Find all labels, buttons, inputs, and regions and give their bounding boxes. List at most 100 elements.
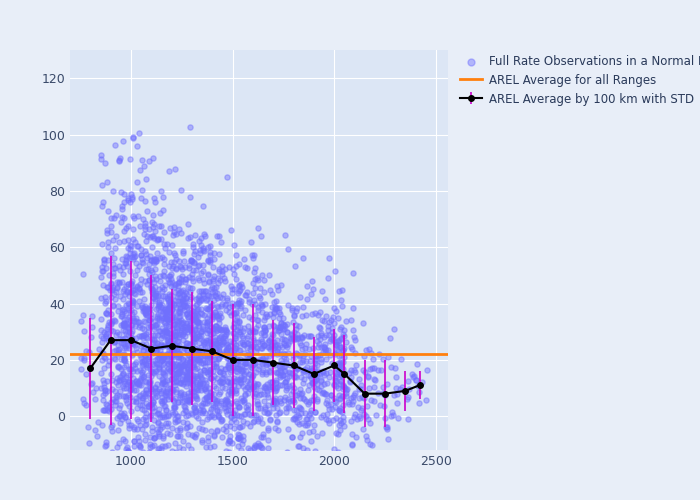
Full Rate Observations in a Normal Point xyxy=(181,396,193,404)
Full Rate Observations in a Normal Point xyxy=(149,297,160,305)
Full Rate Observations in a Normal Point xyxy=(150,257,162,265)
Full Rate Observations in a Normal Point xyxy=(298,368,309,376)
Full Rate Observations in a Normal Point xyxy=(164,262,175,270)
Full Rate Observations in a Normal Point xyxy=(266,338,277,345)
Full Rate Observations in a Normal Point xyxy=(195,354,206,362)
Full Rate Observations in a Normal Point xyxy=(202,370,214,378)
Full Rate Observations in a Normal Point xyxy=(190,401,201,409)
Full Rate Observations in a Normal Point xyxy=(117,382,128,390)
Full Rate Observations in a Normal Point xyxy=(141,420,152,428)
Full Rate Observations in a Normal Point xyxy=(118,370,129,378)
Full Rate Observations in a Normal Point xyxy=(275,368,286,376)
Full Rate Observations in a Normal Point xyxy=(267,378,278,386)
Full Rate Observations in a Normal Point xyxy=(172,308,183,316)
Full Rate Observations in a Normal Point xyxy=(356,406,367,414)
Full Rate Observations in a Normal Point xyxy=(301,362,312,370)
Full Rate Observations in a Normal Point xyxy=(284,334,295,342)
Full Rate Observations in a Normal Point xyxy=(108,260,119,268)
Full Rate Observations in a Normal Point xyxy=(188,364,199,372)
Full Rate Observations in a Normal Point xyxy=(140,311,151,319)
Full Rate Observations in a Normal Point xyxy=(231,316,242,324)
Full Rate Observations in a Normal Point xyxy=(262,401,274,409)
Full Rate Observations in a Normal Point xyxy=(300,365,311,373)
Full Rate Observations in a Normal Point xyxy=(119,342,130,350)
Full Rate Observations in a Normal Point xyxy=(322,326,333,334)
Full Rate Observations in a Normal Point xyxy=(131,178,142,186)
Full Rate Observations in a Normal Point xyxy=(145,256,156,264)
Full Rate Observations in a Normal Point xyxy=(197,322,208,330)
Full Rate Observations in a Normal Point xyxy=(148,440,160,448)
Full Rate Observations in a Normal Point xyxy=(203,336,214,344)
Full Rate Observations in a Normal Point xyxy=(178,344,190,352)
Full Rate Observations in a Normal Point xyxy=(317,411,328,419)
Full Rate Observations in a Normal Point xyxy=(118,356,129,364)
Full Rate Observations in a Normal Point xyxy=(76,365,87,373)
Full Rate Observations in a Normal Point xyxy=(250,410,261,418)
Full Rate Observations in a Normal Point xyxy=(361,464,372,472)
Full Rate Observations in a Normal Point xyxy=(231,400,242,407)
Full Rate Observations in a Normal Point xyxy=(186,330,197,338)
Full Rate Observations in a Normal Point xyxy=(181,319,192,327)
Full Rate Observations in a Normal Point xyxy=(134,376,145,384)
Full Rate Observations in a Normal Point xyxy=(176,364,187,372)
Full Rate Observations in a Normal Point xyxy=(202,399,213,407)
Full Rate Observations in a Normal Point xyxy=(220,278,231,285)
Full Rate Observations in a Normal Point xyxy=(95,332,106,340)
Full Rate Observations in a Normal Point xyxy=(281,358,292,366)
Full Rate Observations in a Normal Point xyxy=(169,394,181,402)
Full Rate Observations in a Normal Point xyxy=(396,355,407,363)
Full Rate Observations in a Normal Point xyxy=(148,338,159,346)
Full Rate Observations in a Normal Point xyxy=(191,311,202,319)
Full Rate Observations in a Normal Point xyxy=(136,186,148,194)
Full Rate Observations in a Normal Point xyxy=(161,412,172,420)
Full Rate Observations in a Normal Point xyxy=(293,413,304,421)
Full Rate Observations in a Normal Point xyxy=(188,390,199,398)
Full Rate Observations in a Normal Point xyxy=(299,422,310,430)
Full Rate Observations in a Normal Point xyxy=(288,328,300,336)
Full Rate Observations in a Normal Point xyxy=(156,283,167,291)
Full Rate Observations in a Normal Point xyxy=(314,308,326,316)
Full Rate Observations in a Normal Point xyxy=(173,331,184,339)
Full Rate Observations in a Normal Point xyxy=(170,330,181,338)
Full Rate Observations in a Normal Point xyxy=(119,320,130,328)
Full Rate Observations in a Normal Point xyxy=(382,425,393,433)
Full Rate Observations in a Normal Point xyxy=(126,310,137,318)
Full Rate Observations in a Normal Point xyxy=(323,318,335,326)
Full Rate Observations in a Normal Point xyxy=(223,304,235,312)
Full Rate Observations in a Normal Point xyxy=(233,422,244,430)
Full Rate Observations in a Normal Point xyxy=(236,280,247,287)
Full Rate Observations in a Normal Point xyxy=(184,379,195,387)
Full Rate Observations in a Normal Point xyxy=(154,364,165,372)
Full Rate Observations in a Normal Point xyxy=(165,356,176,364)
Full Rate Observations in a Normal Point xyxy=(185,410,196,418)
Full Rate Observations in a Normal Point xyxy=(211,289,223,297)
Full Rate Observations in a Normal Point xyxy=(120,413,131,421)
Full Rate Observations in a Normal Point xyxy=(169,396,180,404)
Full Rate Observations in a Normal Point xyxy=(333,361,344,369)
Full Rate Observations in a Normal Point xyxy=(170,385,181,393)
Full Rate Observations in a Normal Point xyxy=(206,312,218,320)
Full Rate Observations in a Normal Point xyxy=(195,382,206,390)
Full Rate Observations in a Normal Point xyxy=(206,282,218,290)
Full Rate Observations in a Normal Point xyxy=(271,398,282,406)
Full Rate Observations in a Normal Point xyxy=(155,358,167,366)
Full Rate Observations in a Normal Point xyxy=(223,401,235,409)
Full Rate Observations in a Normal Point xyxy=(275,350,286,358)
Full Rate Observations in a Normal Point xyxy=(251,274,262,282)
Full Rate Observations in a Normal Point xyxy=(337,346,349,354)
Full Rate Observations in a Normal Point xyxy=(200,287,211,295)
Full Rate Observations in a Normal Point xyxy=(194,406,205,414)
Full Rate Observations in a Normal Point xyxy=(97,182,108,190)
Full Rate Observations in a Normal Point xyxy=(122,416,134,424)
Full Rate Observations in a Normal Point xyxy=(126,296,137,304)
Full Rate Observations in a Normal Point xyxy=(251,342,262,350)
Full Rate Observations in a Normal Point xyxy=(330,372,342,380)
Full Rate Observations in a Normal Point xyxy=(248,328,259,336)
Full Rate Observations in a Normal Point xyxy=(167,306,178,314)
Full Rate Observations in a Normal Point xyxy=(102,402,113,409)
Full Rate Observations in a Normal Point xyxy=(126,302,137,310)
Full Rate Observations in a Normal Point xyxy=(269,341,280,349)
Full Rate Observations in a Normal Point xyxy=(176,326,187,334)
Full Rate Observations in a Normal Point xyxy=(141,378,152,386)
Full Rate Observations in a Normal Point xyxy=(105,335,116,343)
